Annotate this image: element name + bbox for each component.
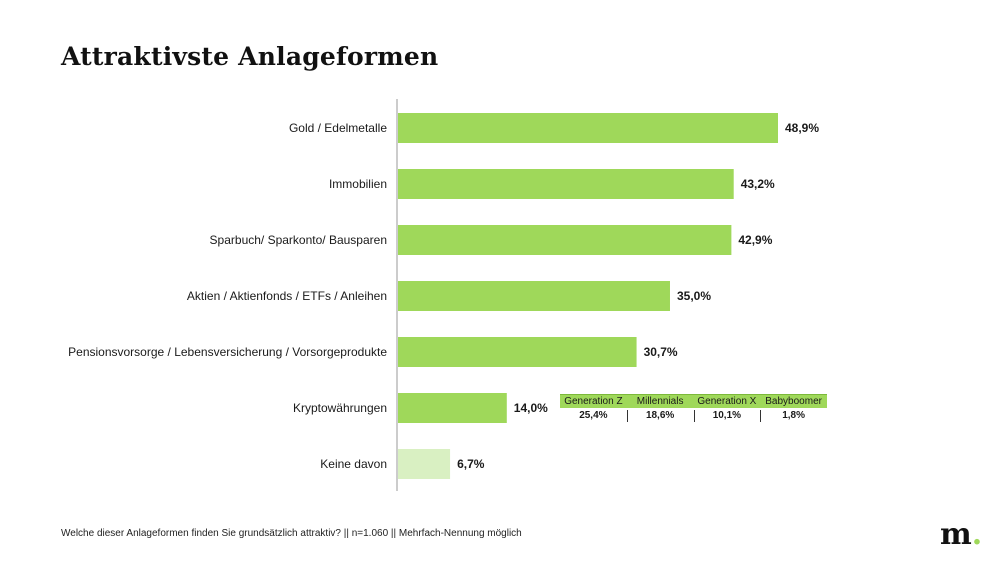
value-label: 43,2% <box>741 177 775 191</box>
logo-dot: . <box>971 517 983 552</box>
bar <box>398 281 670 311</box>
brand-logo: m. <box>940 520 982 550</box>
bar <box>398 449 451 479</box>
value-label: 14,0% <box>514 401 548 415</box>
category-label: Immobilien <box>329 177 387 191</box>
generation-header: Generation X <box>697 396 757 407</box>
bar <box>398 169 734 199</box>
category-label: Gold / Edelmetalle <box>289 121 387 135</box>
bar <box>398 393 507 423</box>
category-label: Aktien / Aktienfonds / ETFs / Anleihen <box>187 289 387 303</box>
generation-value: 10,1% <box>693 408 761 424</box>
bar <box>398 337 637 367</box>
generation-value: 18,6% <box>626 408 694 424</box>
category-label: Pensionsvorsorge / Lebensversicherung / … <box>68 345 387 359</box>
generation-header: Babyboomer <box>765 396 822 407</box>
generation-breakdown-table: Generation Z Millennials Generation X Ba… <box>560 394 827 424</box>
category-label: Kryptowährungen <box>293 401 387 415</box>
generation-header: Millennials <box>636 396 684 407</box>
generation-value: 1,8% <box>760 408 827 424</box>
value-label: 42,9% <box>738 233 772 247</box>
generation-value-row: 25,4% 18,6% 10,1% 1,8% <box>560 408 827 424</box>
value-label: 30,7% <box>644 345 678 359</box>
footnote: Welche dieser Anlageformen finden Sie gr… <box>61 528 522 539</box>
category-label: Sparbuch/ Sparkonto/ Bausparen <box>210 233 387 247</box>
value-label: 6,7% <box>457 457 485 471</box>
generation-header: Generation Z <box>564 396 623 407</box>
chart-title: Attraktivste Anlageformen <box>61 42 439 71</box>
value-label: 35,0% <box>677 289 711 303</box>
bar <box>398 225 732 255</box>
bar <box>398 113 778 143</box>
generation-value: 25,4% <box>579 410 608 421</box>
value-label: 48,9% <box>785 121 819 135</box>
generation-header-row: Generation Z Millennials Generation X Ba… <box>560 394 827 408</box>
category-label: Keine davon <box>320 457 387 471</box>
logo-letter: m <box>940 517 972 552</box>
